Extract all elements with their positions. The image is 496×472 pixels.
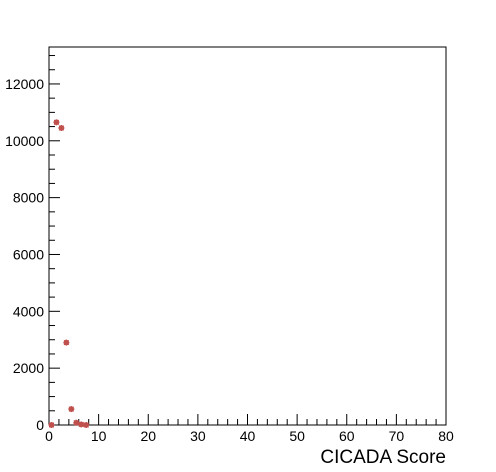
point-marker bbox=[68, 406, 74, 412]
data-point bbox=[63, 339, 70, 346]
y-tick-label: 2000 bbox=[13, 360, 44, 376]
y-axis: 0 2000 4000 6000 8000 10000 12000 bbox=[5, 55, 60, 433]
y-tick-label: 0 bbox=[36, 417, 44, 433]
y-tick-label: 8000 bbox=[13, 190, 44, 206]
point-marker bbox=[83, 422, 89, 428]
data-point bbox=[53, 119, 60, 126]
data-points bbox=[48, 119, 90, 428]
point-marker bbox=[48, 422, 54, 428]
data-point bbox=[58, 125, 65, 131]
point-marker bbox=[73, 420, 79, 426]
x-tick-label: 20 bbox=[140, 428, 156, 444]
y-tick-label: 6000 bbox=[13, 246, 44, 262]
x-tick-label: 70 bbox=[389, 428, 405, 444]
x-tick-label: 40 bbox=[240, 428, 256, 444]
data-point bbox=[68, 406, 75, 413]
point-marker bbox=[63, 340, 69, 346]
y-tick-label: 12000 bbox=[5, 76, 44, 92]
point-marker bbox=[58, 125, 64, 131]
x-tick-label: 60 bbox=[339, 428, 355, 444]
x-axis: 0 10 20 30 40 50 60 70 80 bbox=[45, 414, 454, 444]
point-marker bbox=[78, 421, 84, 427]
x-tick-label: 0 bbox=[45, 428, 53, 444]
y-tick-label: 10000 bbox=[5, 133, 44, 149]
x-tick-label: 80 bbox=[438, 428, 454, 444]
point-marker bbox=[53, 119, 59, 125]
x-tick-label: 30 bbox=[190, 428, 206, 444]
x-tick-label: 10 bbox=[91, 428, 107, 444]
data-point bbox=[73, 419, 80, 426]
y-tick-label: 4000 bbox=[13, 303, 44, 319]
plot-frame bbox=[48, 46, 447, 426]
data-point bbox=[48, 422, 55, 428]
data-point bbox=[83, 422, 90, 428]
x-axis-title: CICADA Score bbox=[320, 447, 446, 468]
x-tick-label: 50 bbox=[289, 428, 305, 444]
